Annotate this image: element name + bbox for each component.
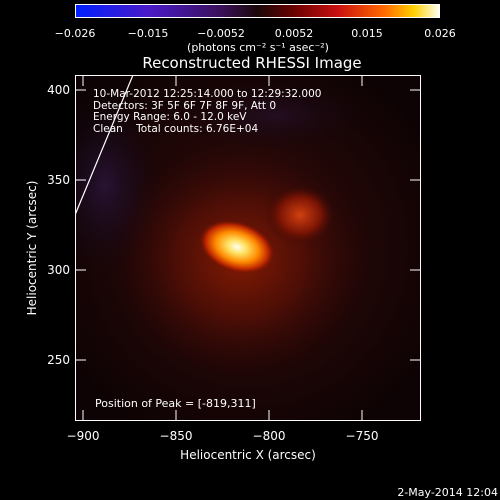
x-axis-title: Heliocentric X (arcsec) [180,448,316,462]
rhessi-map [75,75,420,420]
generation-timestamp: 2-May-2014 12:04 [397,486,498,499]
colorbar-tick-label: −0.026 [54,27,96,40]
colorbar-tick-label: 0.0052 [274,27,314,40]
x-tick-label: −900 [66,429,100,443]
observation-info: 10-Mar-2012 12:25:14.000 to 12:29:32.000… [93,88,322,135]
info-line: Energy Range: 6.0 - 12.0 keV [93,111,247,123]
colorbar-tick-label: −0.015 [127,27,169,40]
y-tick-label: 400 [47,83,70,97]
x-tick-label: −750 [345,429,379,443]
info-line: 10-Mar-2012 12:25:14.000 to 12:29:32.000 [93,88,322,100]
colorbar-tick-label: 0.026 [424,27,456,40]
colorbar-tick-label: −0.0052 [197,27,245,40]
y-tick-label: 350 [47,173,70,187]
x-tick-label: −800 [252,429,286,443]
info-line: Detectors: 3F 5F 6F 7F 8F 9F, Att 0 [93,99,277,112]
colorbar-tick-label: 0.015 [351,27,383,40]
y-tick-label: 250 [47,353,70,367]
y-axis-title: Heliocentric Y (arcsec) [25,180,39,316]
y-tick-label: 300 [47,263,70,277]
colorbar-gradient [75,4,440,18]
x-tick-label: −850 [159,429,193,443]
colorbar-unit-label: (photons cm⁻² s⁻¹ asec⁻²) [187,41,329,54]
peak-position-label: Position of Peak = [-819,311] [95,397,256,410]
info-line: Clean Total counts: 6.76E+04 [93,122,259,135]
plot-title: Reconstructed RHESSI Image [142,54,362,72]
